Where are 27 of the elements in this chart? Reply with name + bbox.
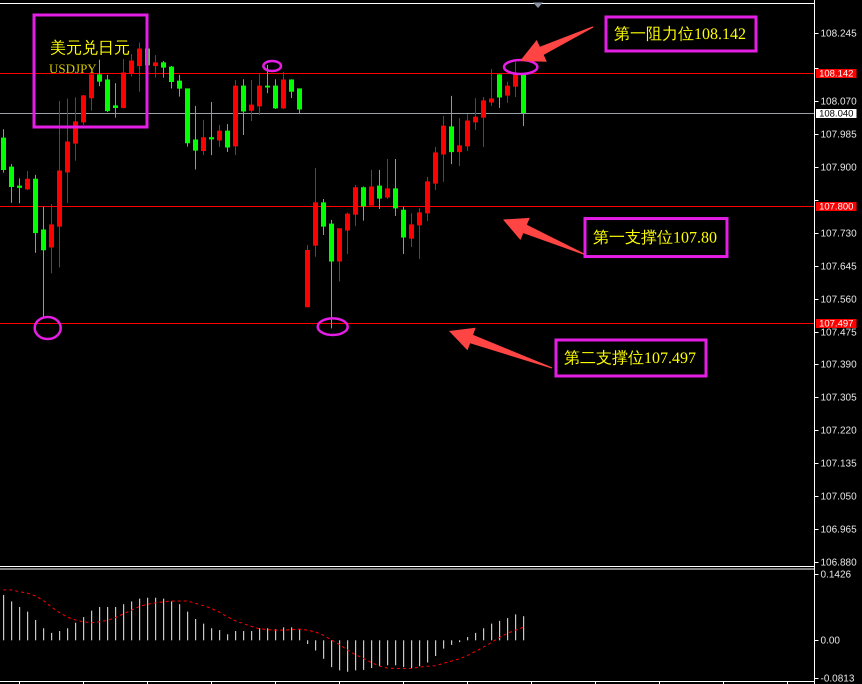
ref-line-label: 108.040 [819,108,854,119]
ref-line-label: 107.800 [819,201,854,212]
y-tick-label: -0.0813 [820,673,855,684]
text: 美元兑日元 [50,38,130,56]
y-tick-label: 107.305 [820,392,858,403]
y-tick-label: 108.245 [820,28,858,39]
y-tick-label: 107.730 [820,228,858,239]
annotation: 第二支撑位107.497 [564,348,696,366]
y-tick-label: 107.220 [820,425,858,436]
y-tick-label: 107.645 [820,261,858,272]
text: USDJPY [49,60,98,76]
annotation: 第一阻力位108.142 [614,24,746,42]
y-tick-label: 107.900 [820,162,858,173]
ref-line-label: 107.497 [819,318,854,329]
y-tick-label: 107.560 [820,294,858,305]
y-tick-label: 0.00 [820,635,840,646]
annotation: 第一支撑位107.80 [593,228,717,246]
y-tick-label: 106.965 [820,524,858,535]
y-tick-label: 107.985 [820,129,858,140]
y-tick-label: 107.135 [820,458,858,469]
y-tick-label: 107.050 [820,491,858,502]
y-tick-label: 108.070 [820,96,858,107]
y-tick-label: 107.475 [820,327,858,338]
ref-line-label: 108.142 [819,68,854,79]
y-tick-label: 0.1426 [820,569,852,580]
y-tick-label: 106.880 [820,557,858,568]
y-tick-label: 107.390 [820,359,858,370]
